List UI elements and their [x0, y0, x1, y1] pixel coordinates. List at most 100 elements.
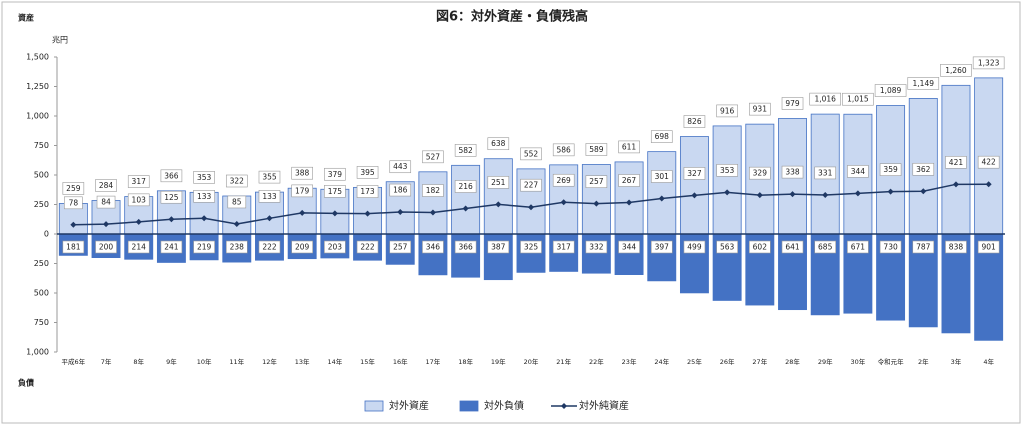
label-box — [552, 173, 575, 187]
bar — [483, 158, 513, 235]
x-tick-label: 15年 — [360, 357, 375, 366]
bar — [712, 125, 742, 235]
data-label: 175 — [328, 187, 343, 196]
data-label: 222 — [360, 243, 375, 252]
label-box — [193, 240, 215, 254]
data-label: 395 — [360, 168, 375, 177]
label-box — [193, 171, 215, 184]
point — [756, 192, 763, 199]
point — [331, 210, 338, 217]
data-label: 499 — [687, 243, 702, 252]
label-box — [487, 137, 510, 151]
data-label: 527 — [426, 152, 441, 161]
point — [103, 221, 110, 228]
y-tick-label: 250 — [34, 259, 49, 268]
x-tick-label: 30年 — [851, 357, 866, 366]
data-label: 331 — [818, 168, 833, 177]
label-box — [291, 184, 313, 198]
point — [887, 188, 894, 195]
data-label: 84 — [101, 198, 111, 207]
label-box — [454, 240, 477, 254]
data-label: 103 — [132, 195, 147, 204]
legend-label: 対外純資産 — [579, 399, 629, 412]
label-box — [940, 64, 972, 77]
label-box — [454, 144, 477, 157]
data-label: 366 — [458, 243, 473, 252]
bar — [418, 171, 448, 235]
point — [168, 216, 175, 223]
label-box — [62, 182, 85, 195]
data-label: 338 — [785, 168, 800, 177]
data-label: 284 — [99, 181, 114, 190]
data-label: 730 — [883, 243, 898, 252]
point — [626, 199, 633, 206]
label-box — [552, 240, 575, 254]
data-label: 901 — [981, 243, 996, 252]
point — [952, 181, 959, 188]
point — [593, 200, 600, 207]
label-box — [520, 147, 542, 161]
data-label: 269 — [557, 176, 572, 185]
x-tick-label: 7年 — [101, 357, 112, 366]
x-tick-label: 18年 — [458, 357, 473, 366]
label-box — [847, 165, 869, 178]
data-label: 826 — [687, 117, 702, 126]
label-box — [160, 169, 183, 183]
data-label: 563 — [720, 243, 735, 252]
label-box — [683, 167, 706, 180]
label-box — [907, 77, 940, 90]
point — [266, 215, 273, 222]
label-box — [618, 140, 640, 154]
data-label: 238 — [230, 243, 245, 252]
x-tick-label: 11年 — [229, 357, 244, 366]
data-label: 979 — [785, 99, 800, 108]
data-label: 1,015 — [847, 95, 869, 104]
label-box — [716, 240, 738, 254]
label-box — [324, 185, 346, 198]
data-label: 200 — [99, 243, 114, 252]
label-box — [356, 240, 379, 254]
label-box — [650, 170, 673, 183]
data-label: 931 — [753, 105, 768, 114]
point — [70, 221, 77, 228]
x-tick-label: 25年 — [687, 357, 702, 366]
bar — [451, 233, 481, 278]
label-box — [356, 166, 379, 179]
data-label: 353 — [720, 166, 735, 175]
legend-label: 対外資産 — [389, 399, 429, 412]
data-label: 227 — [524, 181, 539, 190]
x-tick-label: 平成6年 — [62, 357, 86, 366]
x-tick-label: 令和元年 — [878, 357, 905, 366]
y-tick-label: 750 — [34, 318, 49, 327]
data-label: 182 — [426, 186, 441, 195]
data-label: 344 — [622, 243, 637, 252]
label-box — [879, 240, 902, 254]
label-box — [454, 180, 477, 193]
data-label: 173 — [360, 187, 375, 196]
bar — [614, 161, 644, 235]
data-label: 671 — [851, 243, 866, 252]
data-label: 387 — [491, 243, 506, 252]
x-tick-label: 3年 — [951, 357, 962, 366]
data-label: 422 — [981, 158, 996, 167]
label-box — [781, 97, 804, 110]
data-label: 332 — [589, 243, 604, 252]
bar — [451, 164, 481, 235]
label-box — [520, 178, 542, 192]
label-box — [972, 56, 1005, 70]
label-box — [422, 184, 444, 197]
x-tick-label: 20年 — [524, 357, 539, 366]
data-label: 327 — [687, 169, 702, 178]
data-label: 366 — [164, 171, 179, 180]
data-label: 353 — [197, 173, 212, 182]
label-box — [95, 240, 117, 254]
label-box — [193, 190, 215, 203]
data-label: 916 — [720, 106, 735, 115]
data-label: 1,260 — [945, 66, 967, 75]
label-box — [258, 170, 281, 184]
point — [429, 209, 436, 216]
label-box — [716, 164, 738, 177]
y-label-top: 資産 — [18, 13, 34, 23]
data-label: 219 — [197, 243, 212, 252]
